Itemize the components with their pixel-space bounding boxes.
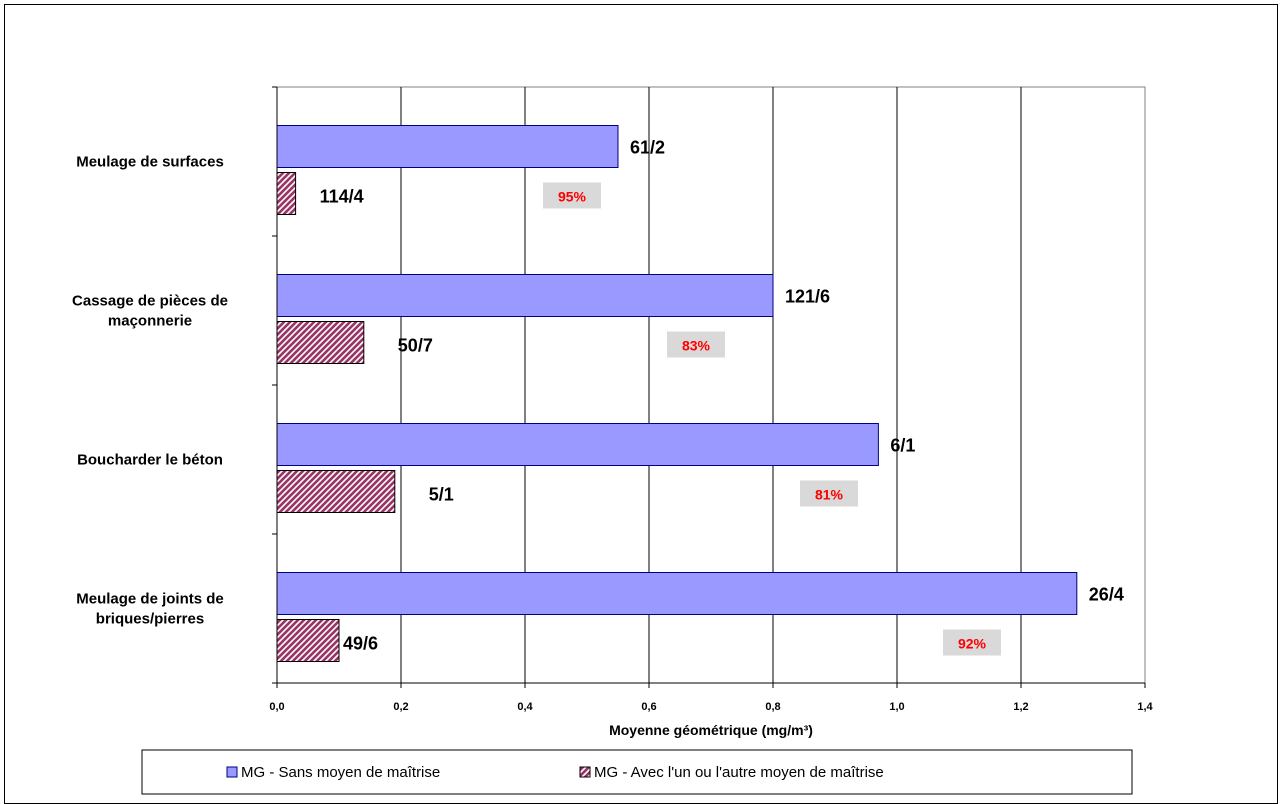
- category-label: Boucharder le béton: [77, 452, 223, 469]
- legend-label-avec-moyen: MG - Avec l'un ou l'autre moyen de maîtr…: [594, 764, 884, 781]
- x-tick-label: 0,0: [269, 701, 284, 713]
- bar-sans-moyen: [276, 423, 879, 466]
- data-label-sans-moyen: 6/1: [890, 436, 915, 456]
- category-label: Cassage de pièces de: [72, 293, 228, 310]
- legend-swatch-sans-moyen: [226, 766, 238, 778]
- bar-sans-moyen: [276, 125, 619, 168]
- legend-label-sans-moyen: MG - Sans moyen de maîtrise: [241, 764, 440, 781]
- reduction-percent: 83%: [682, 338, 711, 354]
- bar-avec-moyen: [276, 470, 396, 513]
- bar-avec-moyen: [276, 321, 365, 364]
- category-label: Meulage de surfaces: [76, 154, 224, 171]
- data-label-sans-moyen: 121/6: [785, 287, 830, 307]
- x-tick-label: 1,0: [889, 701, 904, 713]
- bar-avec-moyen: [276, 172, 297, 215]
- reduction-percent: 95%: [558, 189, 587, 205]
- category-label: Meulage de joints de: [76, 591, 224, 608]
- reduction-percent: 92%: [958, 636, 987, 652]
- data-label-avec-moyen: 50/7: [398, 336, 433, 356]
- reduction-percent: 81%: [815, 487, 844, 503]
- data-label-avec-moyen: 5/1: [429, 485, 454, 505]
- reduction-badge: [800, 480, 858, 507]
- x-tick-label: 0,8: [765, 701, 780, 713]
- x-tick-label: 1,4: [1137, 701, 1153, 713]
- data-label-avec-moyen: 114/4: [320, 187, 364, 207]
- legend-swatch-avec-moyen: [579, 766, 591, 778]
- reduction-badge: [667, 331, 725, 358]
- x-tick-label: 0,2: [393, 701, 408, 713]
- x-tick-label: 1,2: [1013, 701, 1028, 713]
- reduction-badge: [543, 182, 601, 209]
- x-tick-label: 0,4: [517, 701, 533, 713]
- bar-sans-moyen: [276, 274, 774, 317]
- reduction-badge: [943, 629, 1001, 656]
- category-label: maçonnerie: [108, 313, 192, 330]
- legend-box: [141, 749, 1133, 795]
- bar-sans-moyen: [276, 572, 1078, 615]
- bar-avec-moyen: [276, 619, 340, 662]
- data-label-sans-moyen: 61/2: [630, 138, 665, 158]
- x-tick-label: 0,6: [641, 701, 656, 713]
- category-label: briques/pierres: [96, 611, 204, 628]
- data-label-avec-moyen: 49/6: [343, 634, 378, 654]
- data-label-sans-moyen: 26/4: [1089, 585, 1124, 605]
- x-axis-title: Moyenne géométrique (mg/m³): [609, 722, 813, 738]
